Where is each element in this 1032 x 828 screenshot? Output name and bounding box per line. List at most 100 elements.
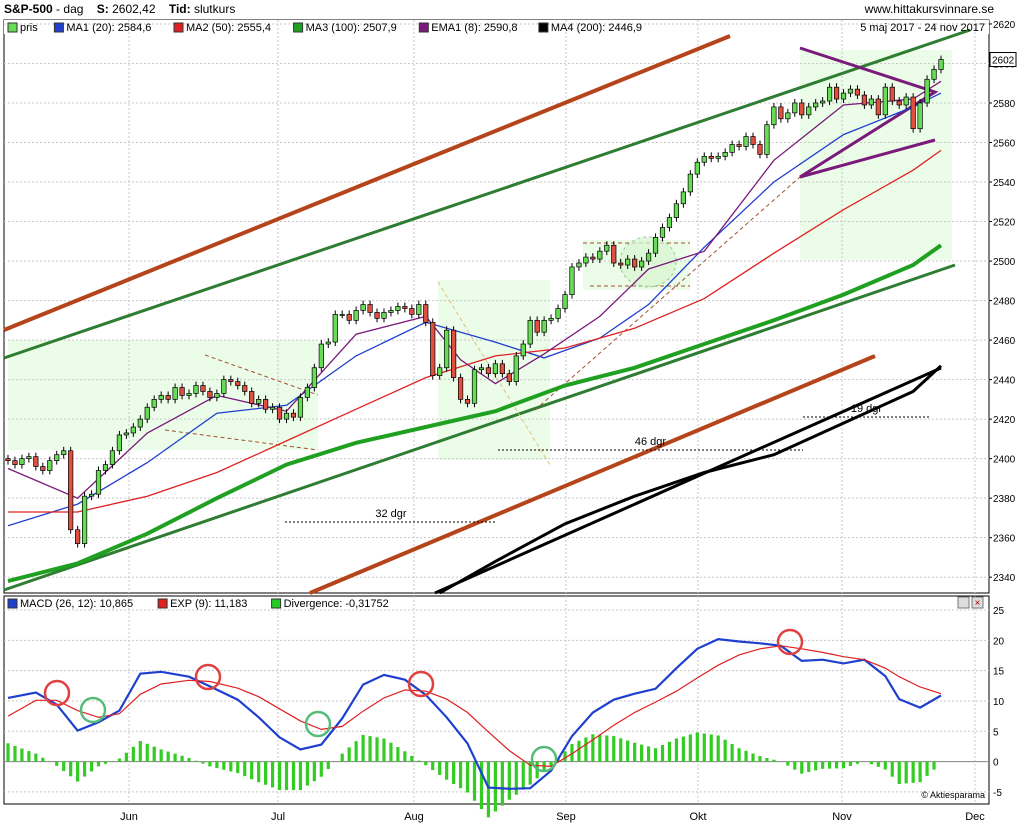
candle-body bbox=[478, 367, 485, 371]
candle-body bbox=[541, 319, 547, 333]
close-icon[interactable] bbox=[971, 596, 984, 609]
series-line bbox=[7, 243, 943, 584]
candle-body bbox=[75, 529, 81, 544]
y-tick-label: 0 bbox=[993, 758, 999, 769]
pattern-line bbox=[164, 429, 319, 451]
legend-label: MA1 (20): 2584,6 bbox=[66, 22, 151, 34]
divergence-bar bbox=[82, 761, 87, 777]
x-tick-label: Jun bbox=[120, 811, 138, 823]
pattern-line bbox=[204, 354, 319, 396]
y-tick-label: 2560 bbox=[993, 139, 1016, 150]
divergence-bar bbox=[243, 761, 247, 777]
candle-body bbox=[520, 343, 526, 357]
candle-body bbox=[214, 393, 220, 398]
candle-body bbox=[687, 173, 693, 193]
candle-body bbox=[604, 244, 610, 252]
divergence-bar bbox=[452, 761, 456, 784]
candle-body bbox=[576, 262, 582, 268]
candle-body bbox=[207, 391, 213, 398]
site-url[interactable]: www.hittakursvinnare.se bbox=[864, 2, 994, 16]
divergence-bar bbox=[96, 761, 101, 767]
duration-label: 46 dgr bbox=[635, 436, 667, 448]
y-tick-label: -5 bbox=[993, 788, 1002, 799]
divergence-bar bbox=[807, 761, 811, 773]
candle-body bbox=[457, 377, 464, 400]
divergence-bar bbox=[834, 761, 839, 769]
candle-body bbox=[374, 312, 380, 319]
candle-body bbox=[353, 310, 359, 321]
divergence-bar bbox=[793, 761, 797, 770]
legend-label: MA4 (200): 2446,9 bbox=[551, 22, 642, 34]
legend-swatch bbox=[173, 22, 184, 33]
divergence-bar bbox=[340, 753, 344, 762]
candle-body bbox=[228, 379, 234, 382]
candle-body bbox=[840, 92, 847, 100]
candle-body bbox=[806, 106, 812, 116]
candle-body bbox=[464, 399, 471, 404]
candle-body bbox=[395, 306, 401, 311]
legend-swatch bbox=[271, 598, 282, 609]
highlight-zone bbox=[8, 340, 318, 450]
candle-body bbox=[186, 393, 192, 396]
divergence-bar bbox=[640, 744, 644, 762]
candle-body bbox=[903, 96, 909, 106]
candle-body bbox=[910, 96, 916, 130]
candle-body bbox=[304, 387, 310, 398]
candle-body bbox=[527, 319, 533, 345]
candle-body bbox=[19, 458, 25, 465]
pattern-line bbox=[534, 176, 801, 411]
candle-body bbox=[645, 252, 652, 262]
series-line bbox=[438, 364, 943, 595]
divergence-bar bbox=[542, 761, 546, 773]
y-tick-label: 2580 bbox=[993, 99, 1016, 110]
candle-body bbox=[471, 369, 478, 404]
divergence-bar bbox=[730, 743, 734, 762]
candle-body bbox=[938, 59, 944, 70]
zoom-icon[interactable] bbox=[957, 596, 970, 609]
candle-body bbox=[820, 100, 826, 104]
candle-body bbox=[339, 314, 345, 316]
candle-body bbox=[137, 418, 143, 428]
candle-body bbox=[276, 406, 283, 420]
candle-body bbox=[799, 102, 805, 116]
candle-body bbox=[130, 426, 136, 434]
candle-body bbox=[764, 124, 770, 155]
y-tick-label: 2480 bbox=[993, 297, 1016, 308]
candle-body bbox=[416, 304, 422, 315]
divergence-bar bbox=[911, 761, 915, 783]
divergence-bar bbox=[438, 761, 442, 775]
candle-body bbox=[673, 203, 680, 218]
candle-body bbox=[583, 256, 589, 264]
series-line bbox=[7, 80, 942, 499]
divergence-bar bbox=[458, 761, 463, 789]
divergence-bar bbox=[445, 761, 449, 780]
candle-body bbox=[590, 256, 596, 260]
candle-body bbox=[109, 450, 116, 465]
divergence-bar bbox=[103, 761, 108, 764]
divergence-bar bbox=[410, 755, 414, 762]
divergence-bar bbox=[667, 741, 672, 762]
candle-body bbox=[534, 319, 540, 333]
candle-body bbox=[437, 367, 443, 377]
divergence-bar bbox=[250, 761, 254, 780]
price-tag: 2602 bbox=[992, 56, 1015, 67]
legend-label: Divergence: -0,31752 bbox=[284, 598, 389, 610]
candle-body bbox=[778, 106, 784, 120]
candle-body bbox=[659, 227, 666, 238]
divergence-bar bbox=[319, 761, 323, 777]
candle-body bbox=[708, 155, 714, 159]
candle-body bbox=[889, 86, 895, 102]
divergence-bar bbox=[855, 761, 860, 764]
y-tick-label: 2420 bbox=[993, 415, 1016, 426]
candle-body bbox=[757, 144, 763, 155]
divergence-bar bbox=[215, 761, 219, 769]
divergence-bar bbox=[653, 748, 658, 762]
divergence-bar bbox=[417, 760, 421, 762]
candle-body bbox=[854, 88, 861, 96]
candle-body bbox=[924, 78, 930, 104]
legend-swatch bbox=[53, 22, 64, 33]
divergence-bar bbox=[41, 757, 45, 762]
candle-body bbox=[144, 406, 150, 420]
divergence-bar bbox=[528, 761, 532, 785]
candle-body bbox=[618, 262, 624, 266]
